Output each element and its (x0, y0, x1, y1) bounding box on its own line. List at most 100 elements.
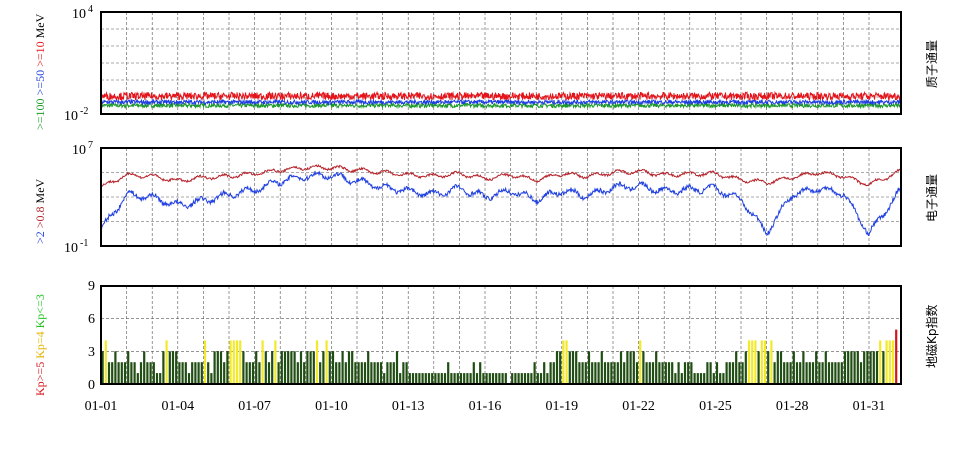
kp-bar (623, 362, 626, 384)
kp-bar (635, 362, 639, 384)
kp-bar (853, 351, 856, 384)
kp-bar (143, 351, 146, 384)
proton-series (100, 90, 902, 110)
kp-bar (283, 351, 287, 384)
kp-bar (747, 340, 751, 384)
electron-side-label: 电子通量 (925, 174, 939, 222)
kp-bar (245, 362, 248, 384)
kp-bar (389, 362, 392, 384)
kp-bar (533, 362, 536, 384)
x-tick-label: 01-28 (776, 399, 809, 414)
kp-bar (683, 362, 687, 384)
kp-bar (645, 362, 648, 384)
kp-bar (296, 362, 299, 384)
kp-bar (495, 373, 498, 384)
kp-bar (159, 373, 162, 384)
kp-bar (514, 373, 517, 384)
kp-bar (475, 373, 479, 384)
kp-bar (325, 340, 328, 384)
kp-bar (117, 362, 120, 384)
kp-bar (402, 362, 405, 384)
kp-bar (594, 362, 597, 384)
kp-bar (191, 362, 194, 384)
kp-bar (165, 340, 168, 384)
kp-bar (690, 362, 693, 384)
kp-bar (405, 362, 408, 384)
kp-bar (373, 362, 376, 384)
kp-bar (235, 340, 239, 384)
kp-bar (127, 351, 130, 384)
kp-bar (546, 373, 549, 384)
kp-bar (703, 373, 706, 384)
proton-series-100 (100, 101, 902, 110)
kp-bar (130, 362, 133, 384)
kp-bar (370, 362, 373, 384)
electron-panel: 10 7 10 -1 >2 >0.8 MeV 电子通量 (33, 140, 939, 256)
kp-bar (872, 351, 875, 384)
kp-bar (290, 351, 293, 384)
kp-bar (351, 351, 354, 384)
kp-bar (267, 362, 271, 384)
kp-bar (882, 351, 885, 384)
x-tick-labels: 01-01 01-04 01-07 01-10 01-13 01-16 01-19 01-22… (85, 399, 886, 414)
kp-bar (341, 351, 344, 384)
kp-bar (760, 340, 763, 384)
kp-bar (543, 362, 546, 384)
kp-legend: Kp>=5 Kp=4 Kp<=3 (33, 294, 47, 396)
proton-series-50 (100, 98, 902, 106)
kp-bar (815, 351, 818, 384)
kp-bar (213, 351, 216, 384)
kp-bar (581, 362, 584, 384)
kp-bar (187, 373, 191, 384)
kp-bars (101, 329, 898, 384)
electron-ytick-bottom: 10 -1 (64, 238, 88, 256)
kp-bar (277, 362, 280, 384)
kp-bar (338, 362, 341, 384)
x-tick-label: 01-13 (392, 399, 425, 414)
kp-bar (837, 362, 840, 384)
kp-bar (104, 340, 107, 384)
kp-bar (667, 362, 671, 384)
kp-bar (136, 373, 139, 384)
kp-bar (111, 362, 114, 384)
kp-bar (728, 362, 731, 384)
kp-bar (207, 362, 210, 384)
kp-bar (629, 351, 632, 384)
kp-bar (850, 351, 853, 384)
x-tick-label: 01-07 (238, 399, 271, 414)
kp-bar (834, 362, 837, 384)
kp-bar (802, 351, 805, 384)
electron-series-2mev (100, 170, 902, 236)
kp-bar (731, 362, 735, 384)
kp-bar (677, 362, 680, 384)
kp-bar (725, 362, 728, 384)
kp-bar (274, 340, 277, 384)
kp-bar (568, 351, 571, 384)
proton-ytick-bottom: 10 -2 (64, 106, 88, 124)
kp-bar (613, 362, 616, 384)
kp-bar (859, 362, 863, 384)
kp-bar (696, 373, 699, 384)
kp-bar (511, 373, 514, 384)
kp-bar (680, 373, 683, 384)
kp-bar (162, 351, 165, 384)
kp-bar (869, 351, 872, 384)
kp-bar (319, 362, 322, 384)
kp-bar (229, 340, 232, 384)
x-tick-label: 01-01 (85, 399, 118, 414)
kp-bar (482, 373, 485, 384)
x-tick-label: 01-19 (545, 399, 578, 414)
kp-bar (863, 351, 866, 384)
kp-bar (706, 362, 709, 384)
kp-bar (651, 362, 655, 384)
kp-bar (757, 351, 760, 384)
x-tick-label: 01-04 (161, 399, 194, 414)
kp-bar (168, 351, 171, 384)
kp-bar (632, 351, 635, 384)
kp-bar (565, 340, 568, 384)
electron-grid (101, 148, 901, 246)
kp-bar (443, 373, 447, 384)
proton-legend: >=100 >=50 >=10 MeV (33, 13, 47, 130)
kp-bar (216, 351, 219, 384)
